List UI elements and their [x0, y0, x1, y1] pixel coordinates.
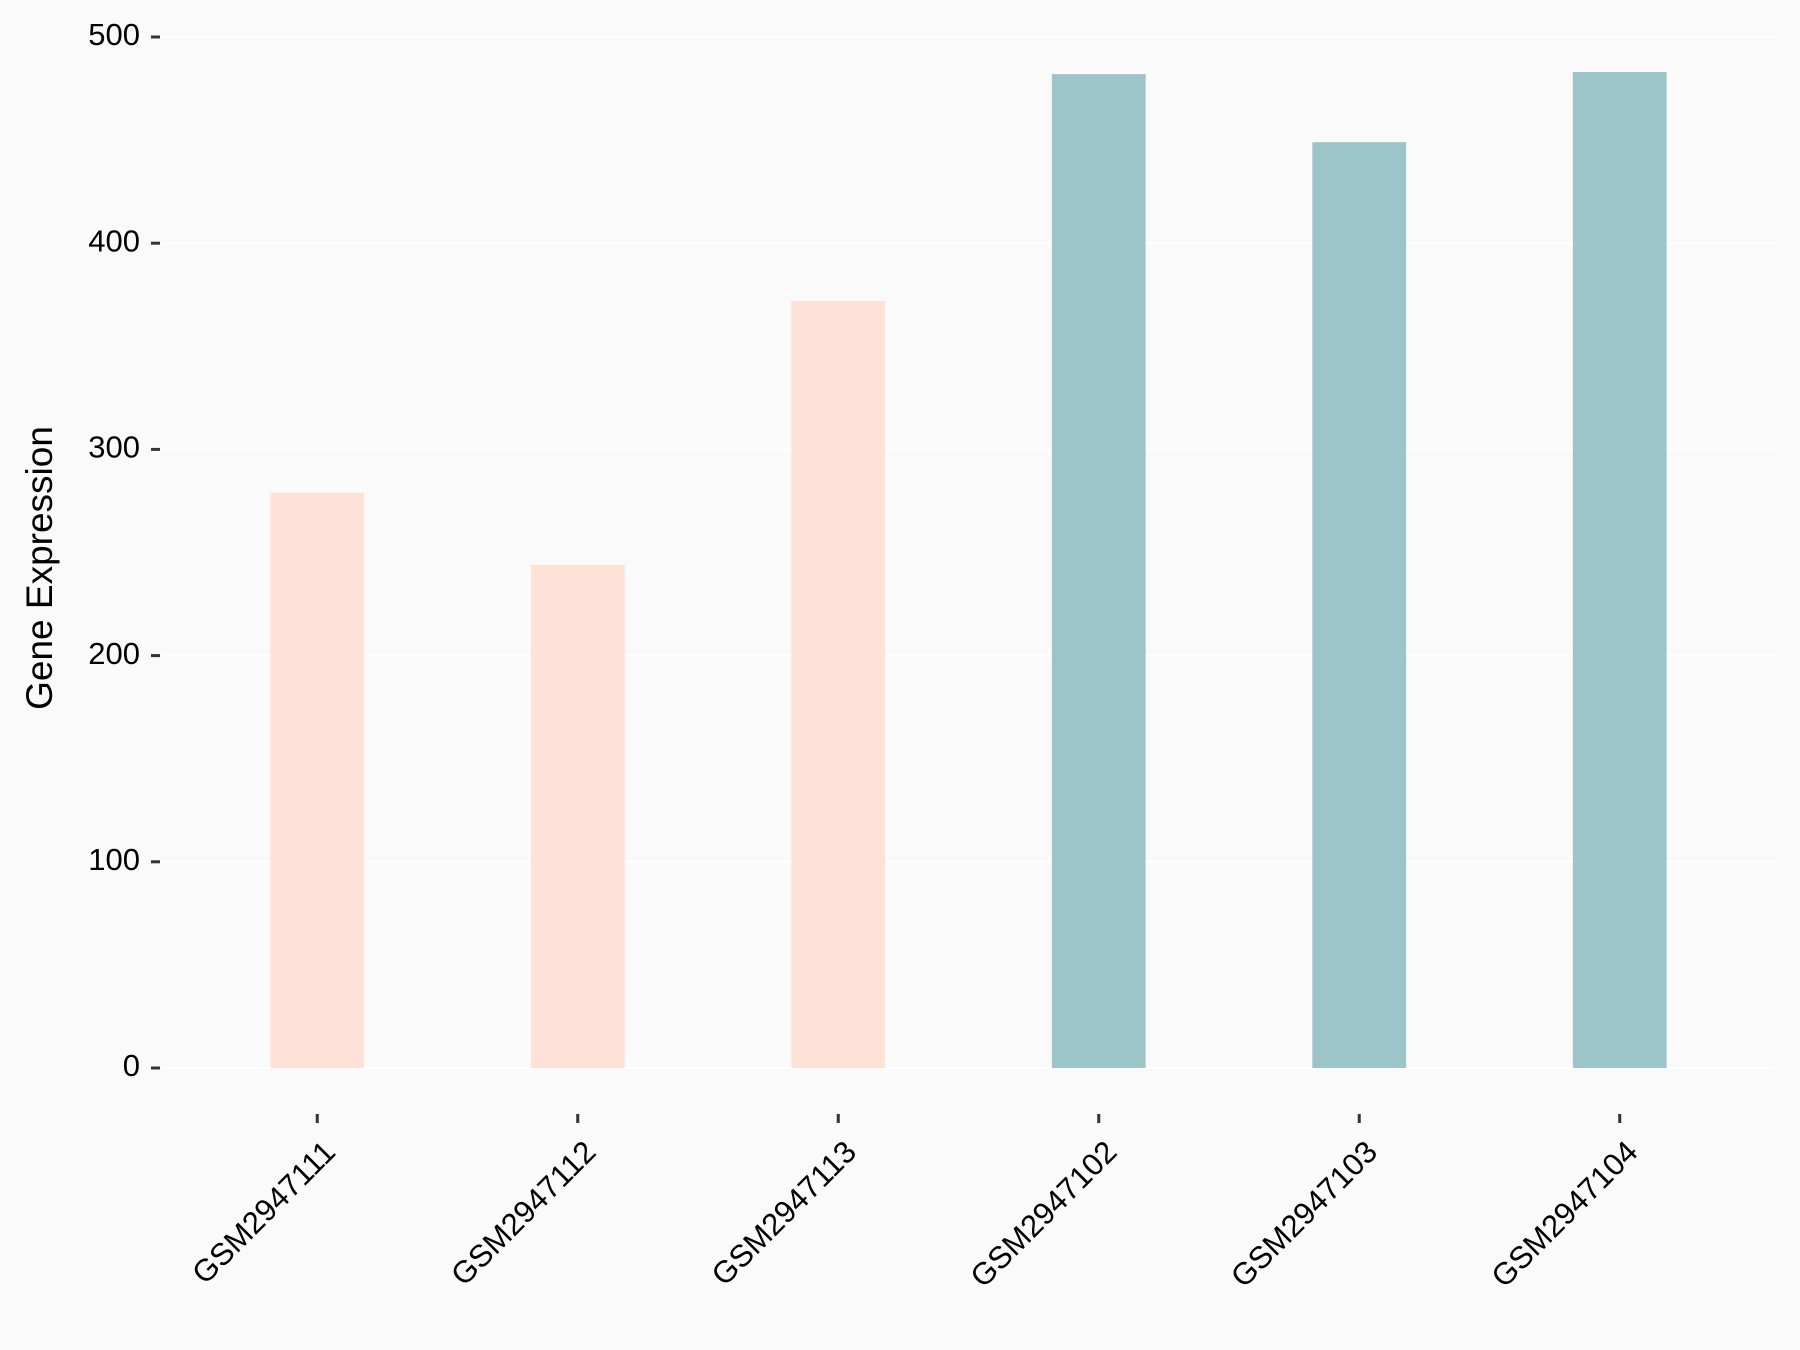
x-tick-label: GSM2947102	[963, 1134, 1123, 1294]
y-tick-label: 100	[88, 842, 140, 877]
y-tick-label: 0	[123, 1048, 140, 1083]
x-tick-label: GSM2947103	[1224, 1134, 1384, 1294]
x-tick-label: GSM2947104	[1484, 1134, 1644, 1294]
y-tick-label: 300	[88, 430, 140, 465]
bar	[1572, 72, 1667, 1068]
y-tick-label: 500	[88, 17, 140, 52]
y-tick-label: 200	[88, 636, 140, 671]
x-tick-label: GSM2947113	[705, 1134, 863, 1292]
y-axis-title: Gene Expression	[19, 426, 60, 710]
bar	[1051, 74, 1146, 1069]
x-tick-label: GSM2947111	[185, 1134, 342, 1291]
bar	[530, 564, 625, 1068]
bar	[270, 492, 365, 1068]
y-tick-label: 400	[88, 223, 140, 258]
x-tick-label: GSM2947112	[444, 1134, 602, 1292]
bar	[1312, 142, 1407, 1069]
bar	[791, 300, 886, 1068]
